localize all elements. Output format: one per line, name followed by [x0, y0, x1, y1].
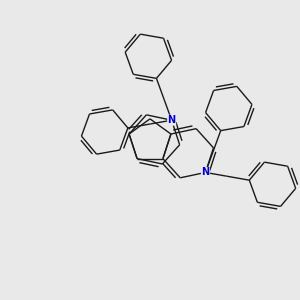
- Text: N: N: [168, 115, 176, 125]
- Text: N: N: [201, 167, 210, 177]
